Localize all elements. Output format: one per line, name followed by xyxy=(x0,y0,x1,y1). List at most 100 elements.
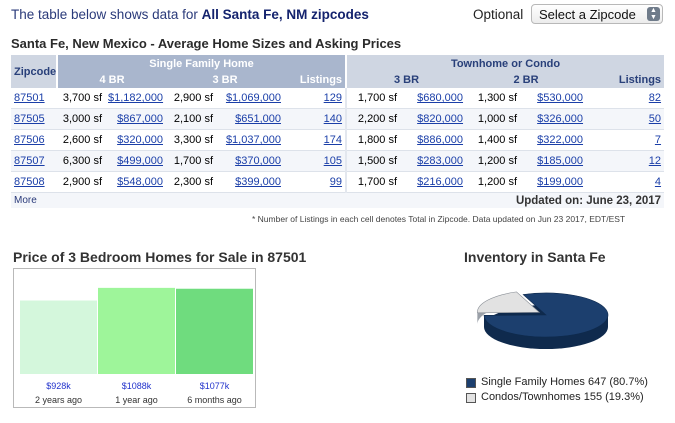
sf3-price-link[interactable]: $651,000 xyxy=(235,113,281,125)
updated-on: Updated on: June 23, 2017 xyxy=(515,194,662,207)
table-footer-row: More Updated on: June 23, 2017 xyxy=(11,192,665,208)
th-listings-link[interactable]: 12 xyxy=(648,155,662,167)
sf3-price-link[interactable]: $1,069,000 xyxy=(225,92,281,104)
th-listings-link[interactable]: 4 xyxy=(654,176,662,188)
sf-listings-link[interactable]: 105 xyxy=(323,155,343,167)
sf3-size: 2,300 sf xyxy=(166,171,216,193)
table-row: 87506 2,600 sf $320,000 3,300 sf $1,037,… xyxy=(11,129,665,151)
more-link[interactable]: More xyxy=(11,192,105,208)
th3-price-link[interactable]: $820,000 xyxy=(417,113,464,125)
zipcode-select[interactable]: Select a Zipcode ▲ ▼ xyxy=(531,4,663,24)
bar-category-label: 2 years ago xyxy=(35,395,82,405)
table-row: 87507 6,300 sf $499,000 1,700 sf $370,00… xyxy=(11,150,665,172)
th-listings-link[interactable]: 7 xyxy=(654,134,662,146)
bar-category-label: 1 year ago xyxy=(115,395,158,405)
sf-listings-link[interactable]: 129 xyxy=(323,92,343,104)
pie-slice-condos xyxy=(477,291,541,325)
th2-size: 1,200 sf xyxy=(466,171,521,193)
col-header-4br: 4 BR xyxy=(57,72,166,88)
sf4-price-link[interactable]: $1,182,000 xyxy=(108,92,164,104)
zipcode-link[interactable]: 87506 xyxy=(14,134,45,146)
table-footnote: * Number of Listings in each cell denote… xyxy=(252,214,626,224)
th2-price-link[interactable]: $326,000 xyxy=(537,113,584,125)
th-listings-link[interactable]: 82 xyxy=(648,92,662,104)
table-row: 87501 3,700 sf $1,182,000 2,900 sf $1,06… xyxy=(11,88,665,109)
th3-size: 1,700 sf xyxy=(346,171,401,193)
th3-price-link[interactable]: $886,000 xyxy=(417,134,464,146)
sf4-price-link[interactable]: $548,000 xyxy=(117,176,163,188)
legend-swatch-single-family xyxy=(466,377,476,388)
col-header-th-listings: Listings xyxy=(586,72,665,88)
table-row: 87505 3,000 sf $867,000 2,100 sf $651,00… xyxy=(11,108,665,130)
th2-price-link[interactable]: $322,000 xyxy=(537,134,584,146)
th2-size: 1,000 sf xyxy=(466,108,521,130)
bar-2 xyxy=(176,288,253,374)
th3-size: 1,500 sf xyxy=(346,150,401,172)
legend-swatch-condos xyxy=(466,392,476,403)
sf4-size: 3,700 sf xyxy=(57,88,105,109)
bar-category-label: 6 months ago xyxy=(187,395,242,405)
bar-value-label: $1088k xyxy=(122,381,152,391)
th2-price-link[interactable]: $530,000 xyxy=(537,92,584,104)
pie-slice-single-family xyxy=(483,292,609,349)
th3-price-link[interactable]: $283,000 xyxy=(417,155,464,167)
th2-size: 1,300 sf xyxy=(466,88,521,109)
sf3-price-link[interactable]: $399,000 xyxy=(235,176,281,188)
price-bar-chart: $928k 2 years ago $1088k 1 year ago $1077k 6 … xyxy=(20,287,253,405)
inventory-pie-chart xyxy=(477,291,609,349)
sf3-size: 1,700 sf xyxy=(166,150,216,172)
single-family-header: Single Family Home xyxy=(57,55,348,72)
th3-size: 2,200 sf xyxy=(346,108,401,130)
th2-price-link[interactable]: $199,000 xyxy=(537,176,584,188)
sf3-price-link[interactable]: $370,000 xyxy=(235,155,281,167)
price-chart-box: $928k 2 years ago $1088k 1 year ago $1077k 6 … xyxy=(13,268,256,408)
inventory-title: Inventory in Santa Fe xyxy=(464,249,606,265)
sf3-size: 2,100 sf xyxy=(166,108,216,130)
sf-listings-link[interactable]: 140 xyxy=(323,113,343,125)
col-header-listings: Listings xyxy=(284,72,348,88)
legend-item-condos: Condos/Townhomes 155 (19.3%) xyxy=(466,390,648,405)
th3-price-link[interactable]: $216,000 xyxy=(417,176,464,188)
col-header-th-3br: 3 BR xyxy=(346,72,467,88)
sf-listings-link[interactable]: 99 xyxy=(329,176,343,188)
sf4-size: 2,900 sf xyxy=(57,171,105,193)
price-chart-title: Price of 3 Bedroom Homes for Sale in 875… xyxy=(13,249,307,265)
zipcode-header: Zipcode xyxy=(11,55,58,88)
sf4-size: 3,000 sf xyxy=(57,108,105,130)
th2-size: 1,200 sf xyxy=(466,150,521,172)
legend-label-single-family: Single Family Homes 647 (80.7%) xyxy=(481,376,648,388)
sf-listings-link[interactable]: 174 xyxy=(323,134,343,146)
zipcode-link[interactable]: 87505 xyxy=(14,113,45,125)
col-header-th-2br: 2 BR xyxy=(466,72,587,88)
sf4-price-link[interactable]: $499,000 xyxy=(117,155,163,167)
zipcode-link[interactable]: 87507 xyxy=(14,155,45,167)
zipcode-scope-link[interactable]: All Santa Fe, NM zipcodes xyxy=(201,7,369,22)
sf3-size: 2,900 sf xyxy=(166,88,216,109)
sf4-price-link[interactable]: $867,000 xyxy=(117,113,163,125)
th2-price-link[interactable]: $185,000 xyxy=(537,155,584,167)
legend-label-condos: Condos/Townhomes 155 (19.3%) xyxy=(481,391,644,403)
bar-value-label: $1077k xyxy=(200,381,230,391)
th3-price-link[interactable]: $680,000 xyxy=(417,92,464,104)
intro-label: The table below shows data for xyxy=(11,7,198,22)
select-arrows-icon: ▲ ▼ xyxy=(647,7,660,21)
zipcode-link[interactable]: 87501 xyxy=(14,92,45,104)
table-row: 87508 2,900 sf $548,000 2,300 sf $399,00… xyxy=(11,171,665,193)
sf4-size: 6,300 sf xyxy=(57,150,105,172)
sf4-price-link[interactable]: $320,000 xyxy=(117,134,163,146)
sf3-size: 3,300 sf xyxy=(166,129,216,151)
table-title: Santa Fe, New Mexico - Average Home Size… xyxy=(11,36,402,51)
zipcode-link[interactable]: 87508 xyxy=(14,176,45,188)
sf3-price-link[interactable]: $1,037,000 xyxy=(225,134,281,146)
sf4-size: 2,600 sf xyxy=(57,129,105,151)
home-sizes-table: Zipcode Single Family Home Townhome or C… xyxy=(11,55,665,208)
bar-1 xyxy=(98,287,175,374)
th3-size: 1,700 sf xyxy=(346,88,401,109)
optional-label: Optional xyxy=(473,7,524,22)
th-listings-link[interactable]: 50 xyxy=(648,113,662,125)
th3-size: 1,800 sf xyxy=(346,129,401,151)
legend-item-single-family: Single Family Homes 647 (80.7%) xyxy=(466,375,648,390)
inventory-legend: Single Family Homes 647 (80.7%) Condos/T… xyxy=(466,375,648,405)
townhome-header: Townhome or Condo xyxy=(346,55,665,72)
intro-text: The table below shows data for All Santa… xyxy=(11,7,369,22)
